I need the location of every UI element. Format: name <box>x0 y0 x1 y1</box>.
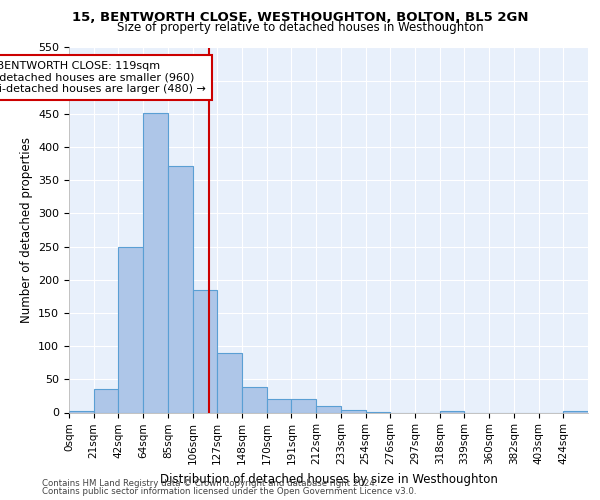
Bar <box>563 411 588 412</box>
Y-axis label: Number of detached properties: Number of detached properties <box>20 137 32 323</box>
Bar <box>69 410 94 412</box>
Bar <box>316 406 341 412</box>
Bar <box>440 410 464 412</box>
Text: Contains public sector information licensed under the Open Government Licence v3: Contains public sector information licen… <box>42 487 416 496</box>
Text: Contains HM Land Registry data © Crown copyright and database right 2024.: Contains HM Land Registry data © Crown c… <box>42 478 377 488</box>
Bar <box>242 386 267 412</box>
Text: 15, BENTWORTH CLOSE, WESTHOUGHTON, BOLTON, BL5 2GN: 15, BENTWORTH CLOSE, WESTHOUGHTON, BOLTO… <box>72 11 528 24</box>
Bar <box>292 399 316 412</box>
Text: Size of property relative to detached houses in Westhoughton: Size of property relative to detached ho… <box>116 21 484 34</box>
Text: 15 BENTWORTH CLOSE: 119sqm
← 66% of detached houses are smaller (960)
33% of sem: 15 BENTWORTH CLOSE: 119sqm ← 66% of deta… <box>0 61 206 94</box>
Bar <box>118 246 143 412</box>
Bar <box>341 410 365 412</box>
Bar <box>143 113 168 412</box>
Bar <box>193 290 217 412</box>
Bar <box>217 353 242 412</box>
X-axis label: Distribution of detached houses by size in Westhoughton: Distribution of detached houses by size … <box>160 472 497 486</box>
Bar <box>267 399 292 412</box>
Bar <box>94 390 118 412</box>
Bar <box>168 166 193 412</box>
